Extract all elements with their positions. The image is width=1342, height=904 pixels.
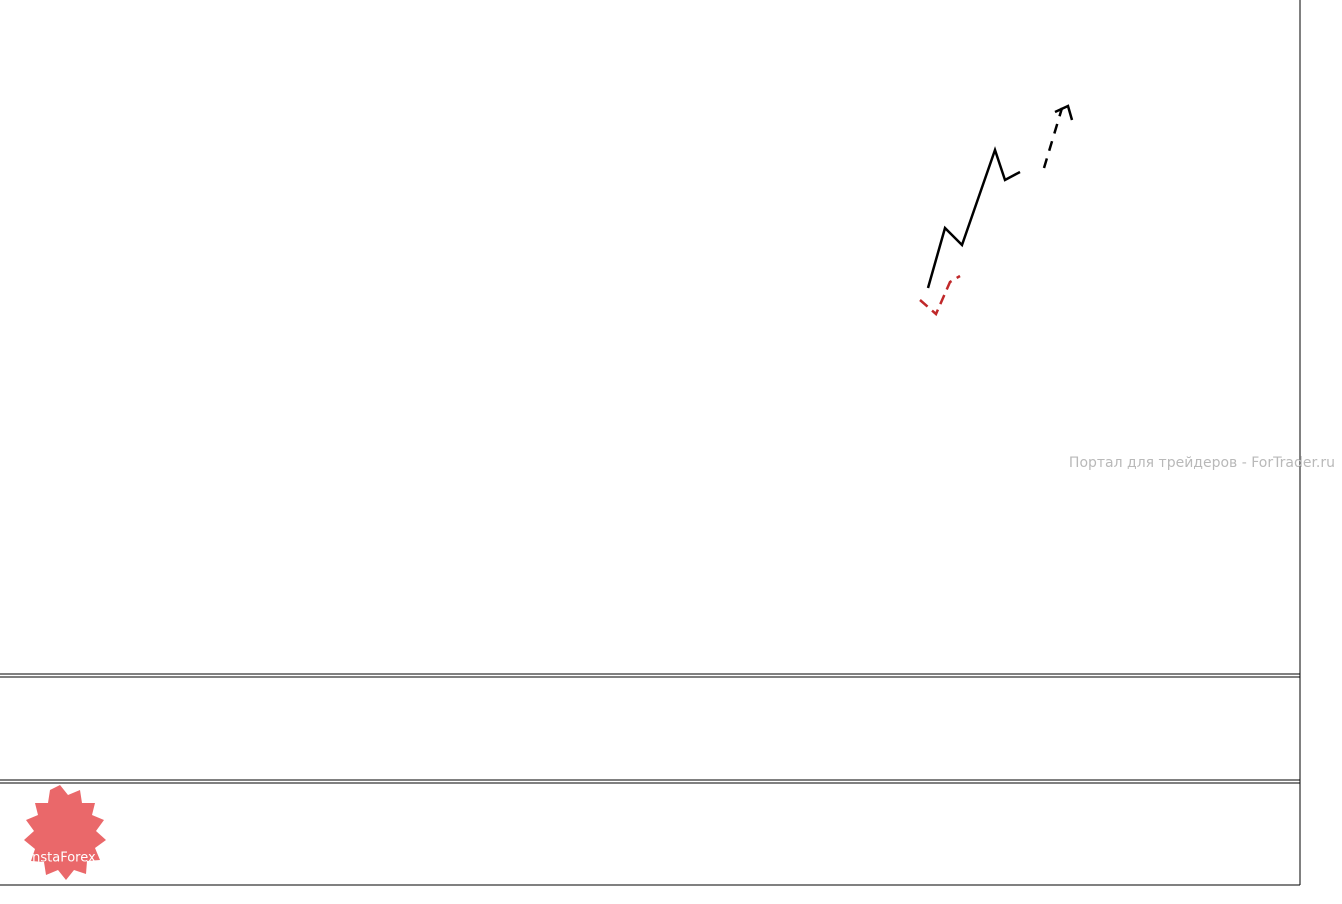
logo-text: InstaForex [28, 851, 96, 866]
logo: InstaForex [24, 785, 106, 880]
correction-arrow [919, 274, 961, 317]
arrow-head [1054, 104, 1074, 121]
forecast-arrow [926, 146, 1021, 289]
logo-badge [24, 785, 106, 880]
watermark: Портал для трейдеров - ForTrader.ru [1069, 455, 1335, 471]
